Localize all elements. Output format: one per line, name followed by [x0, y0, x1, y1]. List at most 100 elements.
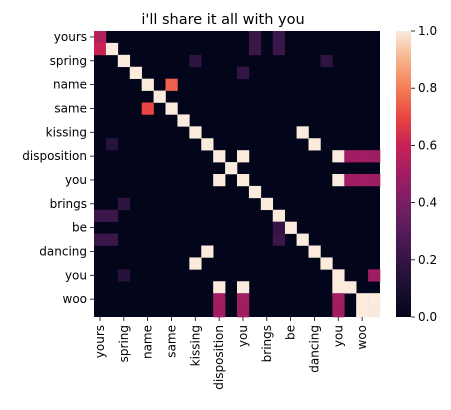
heatmap-cell [368, 293, 381, 306]
heatmap-cell [117, 197, 131, 211]
heatmap-cell [356, 305, 369, 318]
heatmap-cell [332, 150, 345, 163]
heatmap-cell [141, 102, 154, 115]
heatmap-cell [356, 293, 369, 306]
heatmap-cell [213, 293, 226, 306]
heatmap-cell [189, 54, 202, 68]
x-tick-label: you [236, 325, 250, 347]
colorbar-tick-label: 0.2 [418, 253, 437, 267]
x-tick-label: dancing [307, 325, 321, 373]
heatmap-cell [105, 233, 119, 246]
heatmap-cell [332, 293, 345, 306]
heatmap-cell [117, 54, 131, 68]
y-tick-label: woo [63, 292, 88, 306]
heatmap-cell [153, 90, 166, 103]
y-tick-label: be [72, 221, 87, 235]
heatmap-cell [248, 31, 262, 44]
heatmap-cell [356, 174, 369, 187]
heatmap-cell [213, 174, 226, 187]
heatmap-cell [165, 102, 178, 115]
colorbar-tick-label: 0.8 [418, 81, 437, 95]
colorbar-tick-label: 0.0 [418, 310, 437, 324]
heatmap-cell [177, 114, 190, 127]
heatmap-cell [248, 185, 262, 199]
chart-title: i'll share it all with you [141, 12, 304, 28]
y-tick-label: you [65, 268, 87, 282]
y-tick-label: dancing [39, 244, 87, 258]
heatmap-cell [272, 221, 285, 234]
heatmap-cell [296, 233, 309, 246]
heatmap-cell [94, 209, 107, 222]
heatmap-cell [344, 281, 357, 294]
x-tick-label: brings [260, 325, 274, 362]
heatmap-cell [344, 150, 357, 163]
heatmap-cell [213, 281, 226, 294]
heatmap-cell [237, 281, 250, 294]
heatmap-cell [105, 209, 119, 222]
heatmap-cell [320, 257, 333, 270]
heatmap-cell [105, 138, 119, 151]
heatmap-cell [272, 31, 285, 44]
heatmap-cell [237, 293, 250, 306]
heatmap-cell [201, 245, 214, 258]
x-tick-label: kissing [188, 325, 202, 366]
heatmap-cell [368, 174, 381, 187]
x-tick-label: woo [355, 325, 369, 350]
x-axis-ticks: yours spring name same kissing disposition you… [93, 317, 369, 390]
colorbar [396, 31, 411, 317]
y-axis-ticks: yours spring name same kissing disposition you… [22, 30, 94, 306]
heatmap-cell [237, 174, 250, 187]
heatmap-cell [260, 197, 274, 211]
heatmap-cell [344, 174, 357, 187]
heatmap-cell [213, 305, 226, 318]
heatmap-cell [165, 78, 178, 91]
colorbar-tick-label: 0.4 [418, 196, 437, 210]
heatmap-cell [225, 162, 238, 175]
x-tick-label: disposition [212, 325, 226, 390]
colorbar-tick-label: 1.0 [418, 24, 437, 38]
heatmap-cell [284, 221, 297, 234]
colorbar-tick-label: 0.6 [418, 138, 437, 152]
heatmap-cell [94, 233, 107, 246]
heatmap-cell [141, 78, 154, 91]
heatmap-cell [272, 209, 285, 222]
heatmap-cells [94, 31, 381, 318]
x-tick-label: be [284, 325, 298, 340]
heatmap-cell [94, 31, 107, 44]
y-tick-label: same [54, 101, 87, 115]
heatmap-cell [94, 42, 107, 56]
heatmap-cell [237, 66, 250, 79]
heatmap-cell [105, 42, 119, 56]
x-tick-label: spring [117, 325, 131, 362]
heatmap-cell [332, 174, 345, 187]
heatmap-cell [308, 138, 321, 151]
heatmap-cell [189, 126, 202, 139]
heatmap-cell [117, 269, 131, 282]
heatmap-cell [368, 305, 381, 318]
y-tick-label: yours [54, 30, 87, 44]
heatmap-cell [320, 54, 333, 68]
heatmap-cell [237, 305, 250, 318]
heatmap-cell [213, 150, 226, 163]
heatmap-cell [308, 245, 321, 258]
y-tick-label: kissing [46, 125, 87, 139]
heatmap-cell [201, 138, 214, 151]
y-tick-label: disposition [22, 149, 87, 163]
heatmap-cell [248, 42, 262, 56]
heatmap-cell [272, 233, 285, 246]
x-tick-label: yours [93, 325, 107, 358]
heatmap-cell [368, 269, 381, 282]
heatmap-cell [332, 305, 345, 318]
y-tick-label: name [53, 78, 87, 92]
y-tick-label: brings [50, 197, 87, 211]
x-tick-label: you [331, 325, 345, 347]
y-tick-label: spring [50, 54, 87, 68]
y-tick-label: you [65, 173, 87, 187]
x-tick-label: name [141, 325, 155, 359]
heatmap-cell [332, 269, 345, 282]
heatmap-cell [237, 150, 250, 163]
heatmap-cell [356, 150, 369, 163]
heatmap-cell [296, 126, 309, 139]
heatmap-cell [368, 150, 381, 163]
